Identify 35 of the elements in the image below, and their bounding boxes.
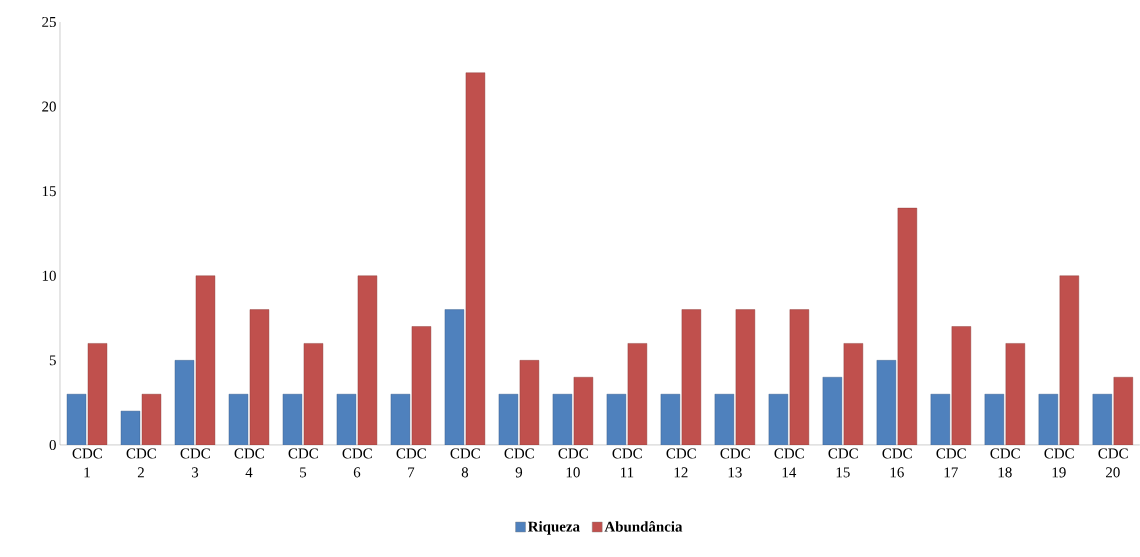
x-tick-label: CDC 16 (882, 448, 912, 478)
bar (1059, 275, 1080, 445)
x-tick-label: CDC 18 (990, 448, 1020, 478)
bar (1092, 394, 1113, 445)
x-tick-label: CDC 7 (396, 448, 426, 478)
bar (1113, 377, 1134, 445)
x-tick-label: CDC 19 (1044, 448, 1074, 478)
x-tick-label: CDC 9 (504, 448, 534, 478)
x-tick-label: CDC 12 (666, 448, 696, 478)
x-tick-label: CDC 11 (612, 448, 642, 478)
x-tick-label: CDC 6 (342, 448, 372, 478)
bar (1038, 394, 1059, 445)
y-tick-label: 0 (49, 439, 56, 451)
y-tick-label: 5 (49, 355, 56, 366)
x-tick-label: CDC 17 (936, 448, 966, 478)
x-tick-label: CDC 3 (180, 448, 210, 478)
x-tick-label: CDC 10 (558, 448, 588, 478)
bar (951, 326, 972, 445)
y-tick-label: 15 (42, 186, 56, 197)
x-tick-label: CDC 8 (450, 448, 480, 478)
bar (1005, 343, 1026, 445)
x-tick-label: CDC 1 (72, 448, 102, 478)
bar (984, 394, 1005, 445)
x-tick-label: CDC 15 (828, 448, 858, 478)
x-tick-label: CDC 13 (720, 448, 750, 478)
y-tick-label: 20 (42, 101, 56, 112)
x-tick-label: CDC 14 (774, 448, 804, 478)
x-tick-label: CDC 5 (288, 448, 318, 478)
y-tick-label: 25 (42, 17, 56, 28)
legend-label: Abundância (604, 521, 683, 532)
x-tick-label: CDC 2 (126, 448, 156, 478)
x-tick-label: CDC 4 (234, 448, 264, 478)
x-tick-label: CDC 20 (1098, 448, 1128, 478)
legend-label: Riqueza (527, 521, 580, 535)
y-tick-label: 10 (42, 270, 56, 281)
